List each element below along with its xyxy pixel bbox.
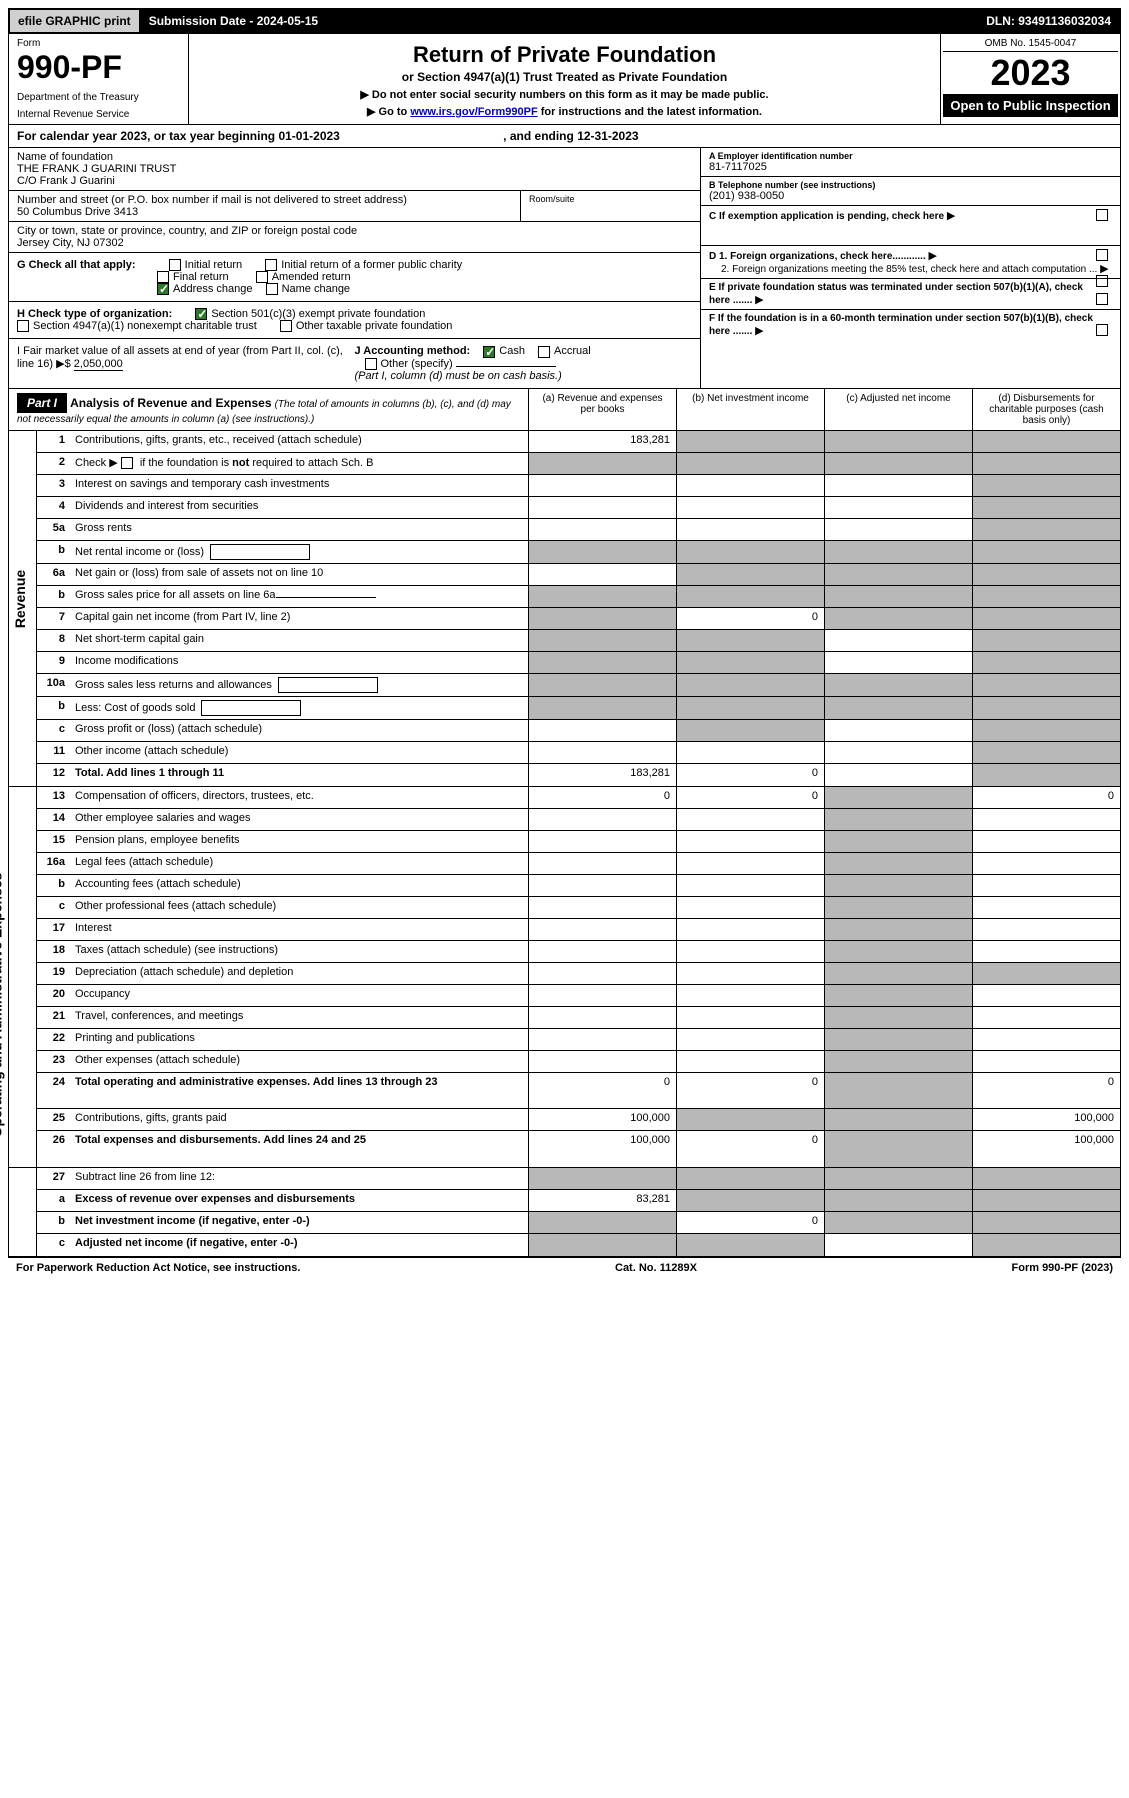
address-change-checkbox[interactable]: [157, 283, 169, 295]
calendar-year-row: For calendar year 2023, or tax year begi…: [8, 125, 1121, 148]
page-footer: For Paperwork Reduction Act Notice, see …: [8, 1257, 1121, 1278]
part1-header-row: Part I Analysis of Revenue and Expenses …: [8, 389, 1121, 431]
info-left: Name of foundation THE FRANK J GUARINI T…: [9, 148, 700, 388]
r13-b: 0: [677, 787, 825, 808]
status-terminated-checkbox[interactable]: [1096, 293, 1108, 305]
expenses-side-label: Operating and Administrative Expenses: [9, 787, 37, 1167]
section-h: H Check type of organization: Section 50…: [9, 302, 700, 339]
initial-return-checkbox[interactable]: [169, 259, 181, 271]
exemption-pending-checkbox[interactable]: [1096, 209, 1108, 221]
header-left: Form 990-PF Department of the Treasury I…: [9, 34, 189, 124]
revenue-side-label: Revenue: [9, 431, 37, 786]
name-change-checkbox[interactable]: [266, 283, 278, 295]
foreign-85-checkbox[interactable]: [1096, 275, 1108, 287]
r12-a: 183,281: [529, 764, 677, 786]
omb-number: OMB No. 1545-0047: [943, 36, 1118, 52]
r26-a: 100,000: [529, 1131, 677, 1167]
dept-treasury: Department of the Treasury: [17, 92, 180, 103]
r25-d: 100,000: [973, 1109, 1120, 1130]
ein: 81-7117025: [709, 161, 1112, 173]
form-title: Return of Private Foundation: [197, 42, 932, 68]
form-number: 990-PF: [17, 49, 180, 86]
dept-irs: Internal Revenue Service: [17, 109, 180, 120]
goto-note: ▶ Go to www.irs.gov/Form990PF for instru…: [197, 105, 932, 118]
expenses-table: Operating and Administrative Expenses 13…: [8, 787, 1121, 1168]
amended-return-checkbox[interactable]: [256, 271, 268, 283]
other-taxable-checkbox[interactable]: [280, 320, 292, 332]
section-g: G Check all that apply: Initial return I…: [9, 253, 700, 302]
col-c-header: (c) Adjusted net income: [825, 389, 973, 430]
cat-number: Cat. No. 11289X: [615, 1262, 697, 1274]
r24-b: 0: [677, 1073, 825, 1108]
r12-b: 0: [677, 764, 825, 786]
other-method-checkbox[interactable]: [365, 358, 377, 370]
submission-date: Submission Date - 2024-05-15: [141, 10, 979, 32]
cash-checkbox[interactable]: [483, 346, 495, 358]
addr-label: Number and street (or P.O. box number if…: [17, 194, 512, 206]
r25-a: 100,000: [529, 1109, 677, 1130]
ssn-note: ▶ Do not enter social security numbers o…: [197, 88, 932, 101]
col-a-header: (a) Revenue and expenses per books: [529, 389, 677, 430]
open-inspection: Open to Public Inspection: [943, 94, 1118, 117]
foundation-name2: C/O Frank J Guarini: [17, 175, 692, 187]
r7-b: 0: [677, 608, 825, 629]
city-label: City or town, state or province, country…: [17, 225, 692, 237]
foundation-name1: THE FRANK J GUARINI TRUST: [17, 163, 692, 175]
r1-a: 183,281: [529, 431, 677, 452]
top-bar: efile GRAPHIC print Submission Date - 20…: [8, 8, 1121, 34]
paperwork-notice: For Paperwork Reduction Act Notice, see …: [16, 1262, 300, 1274]
info-right: A Employer identification number 81-7117…: [700, 148, 1120, 388]
r13-d: 0: [973, 787, 1120, 808]
form-header: Form 990-PF Department of the Treasury I…: [8, 34, 1121, 125]
col-b-header: (b) Net investment income: [677, 389, 825, 430]
efile-print-button[interactable]: efile GRAPHIC print: [10, 10, 141, 32]
form-subtitle: or Section 4947(a)(1) Trust Treated as P…: [197, 70, 932, 84]
room-suite: Room/suite: [520, 191, 700, 221]
irs-link[interactable]: www.irs.gov/Form990PF: [410, 106, 537, 118]
form-footer: Form 990-PF (2023): [1012, 1262, 1114, 1274]
501c3-checkbox[interactable]: [195, 308, 207, 320]
accrual-checkbox[interactable]: [538, 346, 550, 358]
r13-a: 0: [529, 787, 677, 808]
foreign-org-checkbox[interactable]: [1096, 249, 1108, 261]
section-ij: I Fair market value of all assets at end…: [9, 339, 700, 387]
r24-d: 0: [973, 1073, 1120, 1108]
col-d-header: (d) Disbursements for charitable purpose…: [973, 389, 1120, 430]
info-table: Name of foundation THE FRANK J GUARINI T…: [8, 148, 1121, 389]
city-state-zip: Jersey City, NJ 07302: [17, 237, 692, 249]
sch-b-checkbox[interactable]: [121, 457, 133, 469]
60-month-checkbox[interactable]: [1096, 324, 1108, 336]
part1-label: Part I: [17, 393, 67, 413]
revenue-table: Revenue 1Contributions, gifts, grants, e…: [8, 431, 1121, 787]
part1-title: Analysis of Revenue and Expenses: [70, 396, 271, 410]
4947-checkbox[interactable]: [17, 320, 29, 332]
header-center: Return of Private Foundation or Section …: [189, 34, 940, 124]
dln-number: DLN: 93491136032034: [978, 10, 1119, 32]
r26-b: 0: [677, 1131, 825, 1167]
phone: (201) 938-0050: [709, 190, 1112, 202]
name-label: Name of foundation: [17, 151, 692, 163]
fmv-value: 2,050,000: [74, 358, 123, 371]
line27-table: 27Subtract line 26 from line 12: aExcess…: [8, 1168, 1121, 1257]
initial-former-checkbox[interactable]: [265, 259, 277, 271]
r26-d: 100,000: [973, 1131, 1120, 1167]
r27b-b: 0: [677, 1212, 825, 1233]
header-right: OMB No. 1545-0047 2023 Open to Public In…: [940, 34, 1120, 124]
r24-a: 0: [529, 1073, 677, 1108]
street-address: 50 Columbus Drive 3413: [17, 206, 512, 218]
form-label: Form: [17, 38, 180, 49]
tax-year: 2023: [943, 52, 1118, 94]
r27a-a: 83,281: [529, 1190, 677, 1211]
